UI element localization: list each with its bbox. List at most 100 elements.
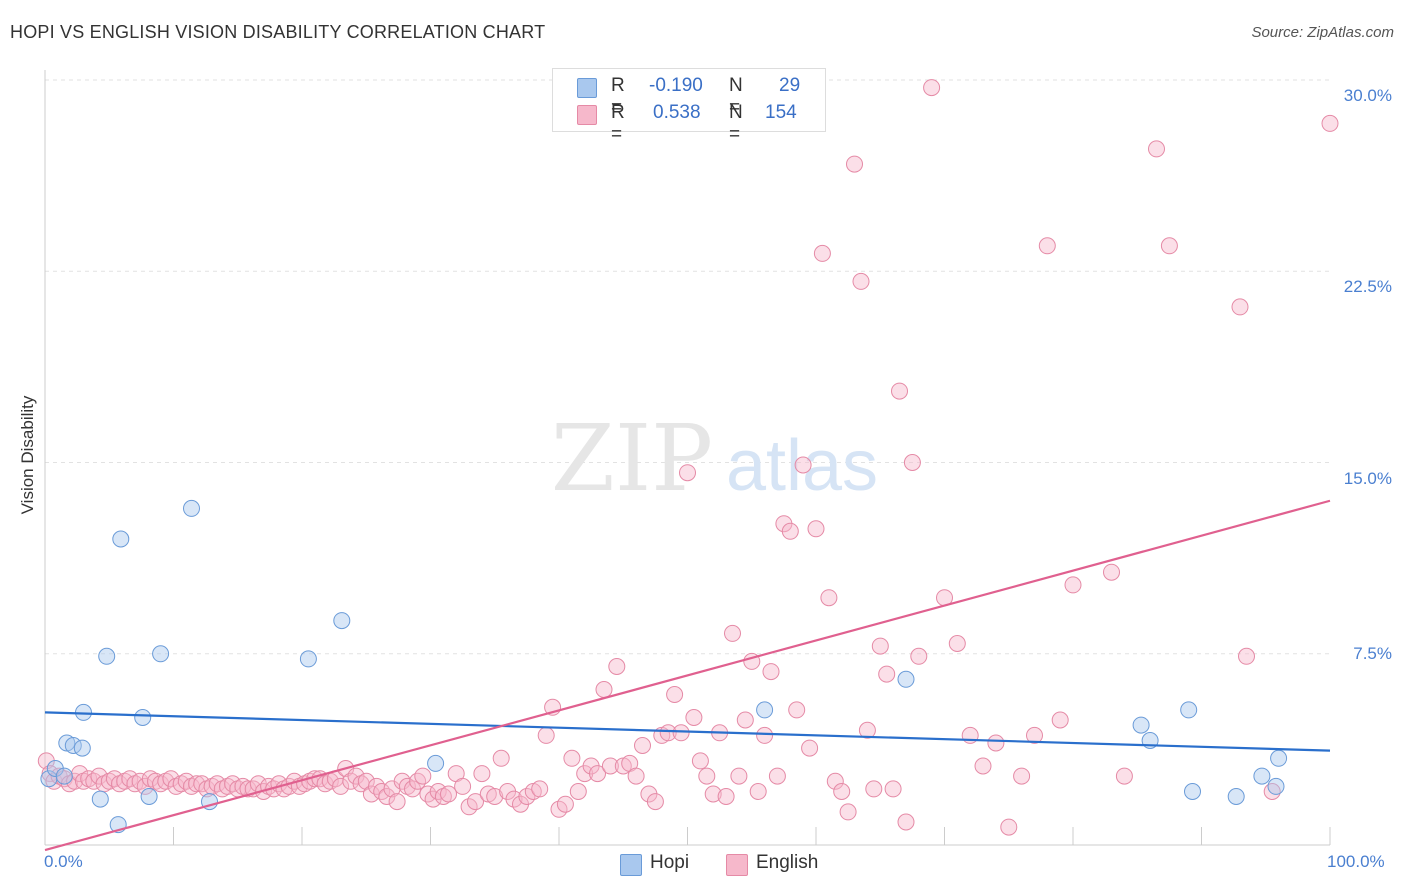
english-point xyxy=(884,780,902,798)
english-point xyxy=(75,772,92,790)
english-point xyxy=(601,757,619,775)
english-point xyxy=(224,775,242,793)
y-tick-label: 7.5% xyxy=(1353,644,1392,663)
n-label: N = xyxy=(729,102,743,145)
english-point xyxy=(974,757,992,775)
english-point xyxy=(1238,647,1255,665)
english-point xyxy=(608,658,626,675)
hopi-swatch xyxy=(577,78,597,98)
hopi-point xyxy=(427,754,445,772)
watermark-zip: ZIP xyxy=(551,405,713,512)
english-point xyxy=(903,454,921,471)
english-point xyxy=(1051,711,1069,729)
english-point xyxy=(627,767,645,785)
english-point xyxy=(563,749,581,767)
english-point xyxy=(852,272,870,290)
english-point xyxy=(788,701,806,719)
legend-label-english: English xyxy=(756,852,819,873)
english-point xyxy=(923,79,941,97)
chart-title: HOPI VS ENGLISH VISION DISABILITY CORREL… xyxy=(10,22,546,42)
english-point xyxy=(756,726,774,744)
english-point xyxy=(473,765,491,783)
english-point xyxy=(897,813,915,831)
english-point xyxy=(646,793,664,811)
watermark: ZIP atlas xyxy=(551,405,878,512)
legend-swatch-hopi xyxy=(620,854,642,876)
hopi-point xyxy=(1227,788,1245,805)
n-value: 154 xyxy=(765,102,797,123)
english-point xyxy=(724,624,741,642)
english-point xyxy=(537,726,555,744)
r-label: R = xyxy=(611,102,625,145)
english-point xyxy=(414,767,432,785)
english-point xyxy=(826,772,844,790)
n-value: 29 xyxy=(779,75,801,96)
english-point xyxy=(865,780,883,798)
english-point xyxy=(1026,726,1043,744)
english-point xyxy=(1115,767,1133,785)
y-tick-label: 22.5% xyxy=(1343,277,1392,296)
english-point xyxy=(219,777,236,795)
hopi-point xyxy=(897,670,915,688)
english-point xyxy=(878,665,896,683)
english-point xyxy=(679,464,696,482)
english-point xyxy=(208,775,226,793)
english-point xyxy=(987,734,1005,752)
english-point xyxy=(121,770,139,788)
hopi-point xyxy=(1270,749,1288,767)
english-point xyxy=(736,711,754,729)
english-point xyxy=(1000,818,1018,836)
r-value: 0.538 xyxy=(653,102,701,123)
english-point xyxy=(762,663,780,681)
hopi-trend-line xyxy=(44,711,1331,752)
english-point xyxy=(116,772,134,790)
english-point xyxy=(691,752,709,770)
english-point xyxy=(807,520,825,538)
english-point xyxy=(871,637,889,655)
english-point xyxy=(839,803,857,821)
hopi-point xyxy=(1184,783,1201,800)
english-point xyxy=(1231,298,1249,316)
english-point xyxy=(1013,767,1031,785)
english-trend-line xyxy=(44,499,1331,852)
english-point xyxy=(454,777,472,795)
english-point xyxy=(409,772,427,790)
english-point xyxy=(1064,576,1082,594)
english-swatch xyxy=(577,105,597,125)
english-point xyxy=(704,785,722,803)
hopi-point xyxy=(1253,767,1271,785)
stats-box: R = -0.190 N = 29 R = 0.538 N = 154 xyxy=(552,68,826,145)
hopi-point xyxy=(756,701,774,719)
trend-lines xyxy=(44,499,1331,852)
english-point xyxy=(167,777,185,795)
r-label: R = xyxy=(611,75,625,118)
english-point xyxy=(467,793,484,811)
x-tick-label-max: 100.0% xyxy=(1327,852,1385,871)
legend-label-hopi: Hopi xyxy=(650,852,690,873)
english-point xyxy=(131,772,149,790)
english-point xyxy=(429,783,447,800)
english-point xyxy=(193,775,211,793)
hopi-point xyxy=(1267,777,1285,795)
english-point xyxy=(332,777,350,795)
english-point xyxy=(672,724,690,742)
english-point xyxy=(492,749,510,767)
english-point xyxy=(595,681,613,698)
y-tick-label: 30.0% xyxy=(1343,86,1392,105)
hopi-point xyxy=(140,788,158,805)
english-point xyxy=(373,783,391,800)
english-point xyxy=(1103,563,1120,581)
n-label: N = xyxy=(729,75,743,118)
english-point xyxy=(556,795,574,813)
english-point xyxy=(749,783,767,800)
english-point xyxy=(100,772,118,790)
x-tick-label-min: 0.0% xyxy=(44,852,83,871)
english-point xyxy=(717,788,735,805)
hopi-point xyxy=(1180,701,1198,719)
english-point xyxy=(698,767,716,785)
english-point xyxy=(531,780,549,798)
y-tick-label: 15.0% xyxy=(1343,469,1392,488)
english-point xyxy=(1321,114,1339,132)
hopi-point xyxy=(333,612,351,630)
